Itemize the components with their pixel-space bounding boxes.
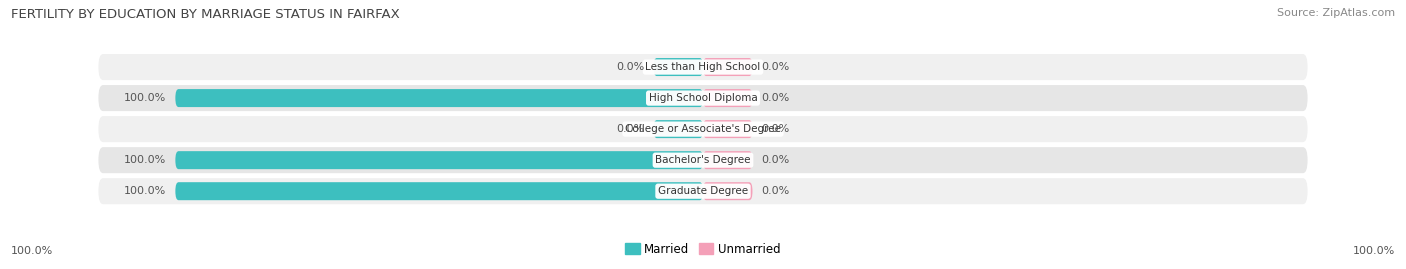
FancyBboxPatch shape	[98, 54, 1308, 80]
Text: 0.0%: 0.0%	[761, 186, 790, 196]
Text: 0.0%: 0.0%	[616, 62, 645, 72]
Text: Bachelor's Degree: Bachelor's Degree	[655, 155, 751, 165]
Text: Source: ZipAtlas.com: Source: ZipAtlas.com	[1277, 8, 1395, 18]
FancyBboxPatch shape	[98, 116, 1308, 142]
FancyBboxPatch shape	[176, 89, 703, 107]
Text: 100.0%: 100.0%	[1353, 246, 1395, 256]
Text: 0.0%: 0.0%	[761, 62, 790, 72]
FancyBboxPatch shape	[703, 182, 752, 200]
FancyBboxPatch shape	[98, 85, 1308, 111]
Text: Graduate Degree: Graduate Degree	[658, 186, 748, 196]
Text: 100.0%: 100.0%	[11, 246, 53, 256]
FancyBboxPatch shape	[176, 151, 703, 169]
FancyBboxPatch shape	[703, 89, 752, 107]
FancyBboxPatch shape	[654, 58, 703, 76]
Text: 0.0%: 0.0%	[761, 155, 790, 165]
Text: 0.0%: 0.0%	[761, 93, 790, 103]
FancyBboxPatch shape	[98, 178, 1308, 204]
Text: 100.0%: 100.0%	[124, 155, 166, 165]
Text: FERTILITY BY EDUCATION BY MARRIAGE STATUS IN FAIRFAX: FERTILITY BY EDUCATION BY MARRIAGE STATU…	[11, 8, 399, 21]
FancyBboxPatch shape	[98, 147, 1308, 173]
FancyBboxPatch shape	[703, 151, 752, 169]
FancyBboxPatch shape	[703, 58, 752, 76]
Text: 0.0%: 0.0%	[616, 124, 645, 134]
Legend: Married, Unmarried: Married, Unmarried	[620, 238, 786, 260]
FancyBboxPatch shape	[703, 120, 752, 138]
Text: Less than High School: Less than High School	[645, 62, 761, 72]
FancyBboxPatch shape	[176, 182, 703, 200]
Text: College or Associate's Degree: College or Associate's Degree	[626, 124, 780, 134]
Text: 100.0%: 100.0%	[124, 93, 166, 103]
FancyBboxPatch shape	[654, 120, 703, 138]
Text: 100.0%: 100.0%	[124, 186, 166, 196]
Text: High School Diploma: High School Diploma	[648, 93, 758, 103]
Text: 0.0%: 0.0%	[761, 124, 790, 134]
